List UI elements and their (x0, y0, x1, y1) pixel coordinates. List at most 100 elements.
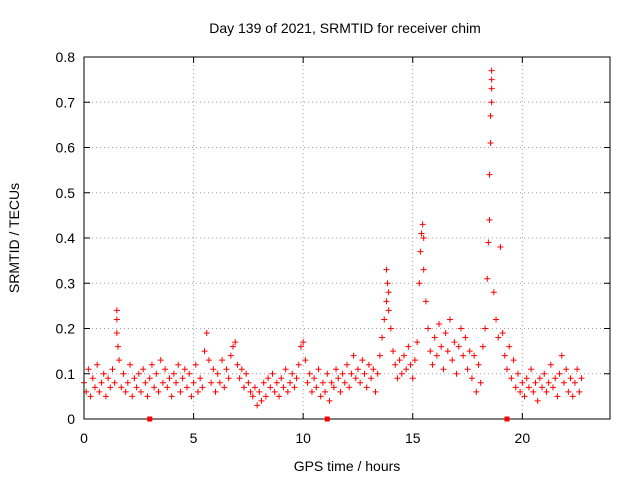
data-point (146, 375, 153, 382)
data-point (89, 375, 96, 382)
data-point (436, 320, 443, 327)
data-point (151, 384, 158, 391)
data-point (519, 379, 526, 386)
data-point (210, 366, 217, 373)
data-point (219, 357, 226, 364)
data-point (96, 388, 103, 395)
y-tick-label: 0.3 (56, 275, 76, 291)
data-point (471, 352, 478, 359)
data-point (394, 375, 401, 382)
data-point (113, 316, 120, 323)
data-point (368, 375, 375, 382)
data-point (300, 339, 307, 346)
data-point (94, 361, 101, 368)
data-point (462, 334, 469, 341)
data-point (291, 384, 298, 391)
data-point (497, 244, 504, 251)
data-point (170, 370, 177, 377)
gap-markers-layer (147, 416, 510, 422)
data-point (181, 366, 188, 373)
data-point (420, 235, 427, 241)
data-point (383, 266, 390, 273)
data-point (444, 348, 451, 355)
data-point (295, 361, 302, 368)
data-point (203, 330, 210, 337)
gap-marker (504, 416, 510, 422)
data-point (205, 357, 212, 364)
data-point (131, 375, 138, 382)
data-point (370, 366, 377, 373)
data-point (212, 388, 219, 395)
gap-marker (147, 416, 153, 422)
data-point (265, 375, 272, 382)
data-point (324, 370, 331, 377)
data-point (113, 307, 120, 314)
data-point (164, 384, 171, 391)
data-point (168, 393, 175, 400)
data-point (85, 366, 92, 373)
data-point (357, 379, 364, 386)
data-point (122, 388, 129, 395)
data-point (361, 370, 368, 377)
data-point (137, 388, 144, 395)
data-point (251, 384, 258, 391)
data-point (216, 379, 223, 386)
data-point (429, 361, 436, 368)
data-point (479, 343, 486, 350)
data-point (488, 67, 495, 74)
data-point (427, 348, 434, 355)
y-tick-label: 0.6 (56, 140, 76, 156)
data-point (102, 393, 109, 400)
data-point (155, 388, 162, 395)
data-point (477, 379, 484, 386)
gap-marker (324, 416, 330, 422)
y-tick-label: 0.8 (56, 49, 76, 65)
data-point (339, 370, 346, 377)
data-point (539, 384, 546, 391)
data-point (341, 379, 348, 386)
data-point (269, 370, 276, 377)
data-point (490, 289, 497, 296)
data-point (385, 289, 392, 296)
data-point (517, 388, 524, 395)
data-point (315, 366, 322, 373)
y-tick-label: 0.1 (56, 366, 76, 382)
data-point (387, 325, 394, 332)
data-point (453, 370, 460, 377)
data-point (486, 216, 493, 223)
data-point (514, 370, 521, 377)
data-point (190, 379, 197, 386)
data-point (556, 370, 563, 377)
x-tick-label: 10 (295, 430, 311, 446)
data-point (482, 325, 489, 332)
data-point (227, 352, 234, 359)
data-point (100, 370, 107, 377)
data-point (148, 361, 155, 368)
data-point (576, 388, 583, 395)
data-point (197, 375, 204, 382)
data-point (135, 370, 142, 377)
data-point (238, 366, 245, 373)
y-tick-label: 0.7 (56, 94, 76, 110)
data-point (545, 379, 552, 386)
data-point (254, 402, 261, 409)
data-point (547, 361, 554, 368)
data-point (409, 375, 416, 382)
data-point (162, 366, 169, 373)
data-point (405, 343, 412, 350)
data-point (468, 375, 475, 382)
data-point (350, 352, 357, 359)
data-point (419, 221, 426, 228)
data-point (214, 370, 221, 377)
data-point (416, 280, 423, 287)
data-point (372, 388, 379, 395)
data-point (98, 379, 105, 386)
grid-layer (84, 57, 610, 419)
data-point (308, 388, 315, 395)
data-point (554, 393, 561, 400)
data-point (273, 379, 280, 386)
data-point (129, 393, 136, 400)
data-point (348, 370, 355, 377)
data-point (381, 316, 388, 323)
data-point (485, 239, 492, 246)
